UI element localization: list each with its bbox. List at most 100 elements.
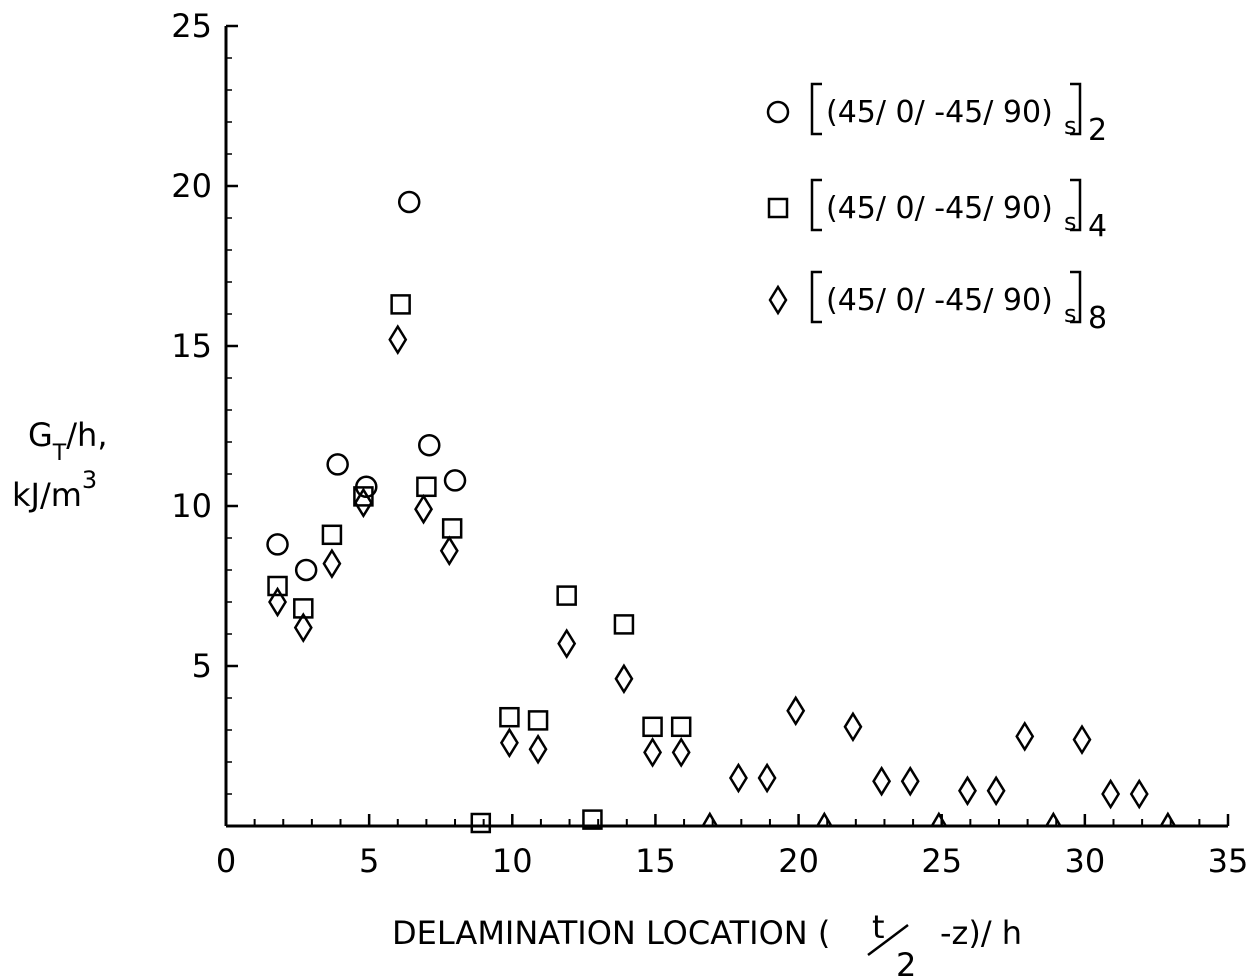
axes: [224, 26, 1228, 828]
y-ticks: 5 10 15 20 25: [171, 7, 238, 795]
y-tick-label: 15: [171, 327, 212, 365]
x-label-frac-den: 2: [896, 946, 916, 980]
data-point-diamond: [671, 737, 691, 768]
legend-marker-diamond: [768, 284, 788, 316]
legend-item: (45/ 0/ -45/ 90) s 4: [767, 178, 1107, 244]
legend-sub-n: 8: [1088, 301, 1107, 336]
data-point-diamond: [268, 586, 287, 618]
data-point-diamond: [414, 493, 434, 525]
data-point-diamond: [872, 765, 892, 797]
data-point-diamond: [557, 628, 577, 659]
data-point-square: [499, 706, 520, 728]
x-ticks: 0 5 10 15 20 25 30 35: [216, 814, 1248, 880]
data-point-square: [353, 486, 374, 507]
data-point-diamond: [528, 733, 548, 765]
data-point-square: [390, 294, 411, 315]
data-point-diamond: [1072, 724, 1092, 755]
legend-item: (45/ 0/ -45/ 90) s 2: [766, 82, 1107, 148]
series-1: [266, 190, 467, 582]
data-point-diamond: [1015, 721, 1035, 752]
data-point-diamond: [728, 762, 748, 794]
data-point-diamond: [1158, 811, 1178, 828]
x-tick-label: 10: [492, 842, 533, 880]
legend: (45/ 0/ -45/ 90) s 2(45/ 0/ -45/ 90) s 4(45/…: [766, 82, 1107, 336]
legend-bracket-left: [810, 178, 822, 232]
data-point-square: [642, 716, 663, 738]
data-point-circle: [397, 190, 421, 214]
y-label-rest: /h,: [66, 416, 107, 454]
data-point-diamond: [388, 324, 408, 355]
data-point-diamond: [1101, 778, 1121, 810]
data-point-circle: [266, 533, 289, 556]
x-label-rest: -z)/ h: [940, 914, 1022, 952]
data-point-diamond: [322, 548, 342, 579]
legend-bracket-right: [1070, 178, 1082, 232]
data-point-square: [670, 716, 692, 738]
data-point-diamond: [614, 663, 634, 695]
data-point-diamond: [293, 612, 313, 643]
data-point-diamond: [700, 811, 719, 828]
series-3: [268, 324, 1178, 828]
svg-text:GT/h,: GT/h,: [28, 416, 107, 466]
legend-marker-circle: [766, 100, 790, 124]
data-point-square: [416, 476, 437, 498]
legend-marker-square: [767, 197, 789, 219]
data-point-circle: [326, 453, 349, 476]
data-point-square: [582, 809, 603, 830]
data-point-diamond: [900, 765, 920, 797]
data-point-square: [556, 585, 577, 606]
legend-label: (45/ 0/ -45/ 90): [826, 283, 1053, 318]
data-point-diamond: [958, 775, 977, 807]
data-point-square: [321, 524, 343, 546]
x-tick-label: 0: [216, 842, 236, 880]
y-tick-label: 25: [171, 7, 212, 45]
legend-sub-s: s: [1064, 112, 1077, 140]
x-tick-label: 30: [1064, 842, 1105, 880]
legend-bracket-left: [810, 270, 822, 324]
data-point-diamond: [929, 811, 949, 828]
data-point-circle: [443, 469, 467, 492]
y-tick-label: 5: [192, 647, 212, 685]
legend-sub-n: 2: [1088, 113, 1107, 148]
series-2: [267, 294, 692, 834]
x-label-frac-bar: [867, 924, 909, 956]
data-points: [266, 190, 1178, 834]
x-axis-label: DELAMINATION LOCATION ( t 2 -z)/ h: [392, 908, 1022, 980]
legend-sub-s: s: [1064, 208, 1077, 236]
y-axis-label: GT/h, kJ/m3: [12, 416, 107, 514]
legend-sub-n: 4: [1088, 209, 1107, 244]
data-point-diamond: [643, 737, 663, 768]
y-tick-label: 20: [171, 167, 212, 205]
y-tick-label: 10: [171, 487, 212, 525]
legend-bracket-right: [1070, 270, 1082, 324]
legend-sub-s: s: [1064, 300, 1077, 328]
data-point-diamond: [499, 727, 519, 759]
x-tick-label: 25: [921, 842, 962, 880]
legend-bracket-left: [810, 82, 822, 136]
x-label-frac-num: t: [872, 908, 885, 946]
data-point-square: [470, 812, 492, 834]
y-label-base: G: [28, 416, 53, 454]
y-label-unit: kJ/m: [12, 476, 82, 514]
legend-label: (45/ 0/ -45/ 90): [826, 95, 1053, 130]
data-point-diamond: [815, 811, 834, 828]
legend-bracket-right: [1070, 82, 1082, 136]
x-tick-label: 20: [778, 842, 819, 880]
data-point-diamond: [786, 695, 806, 727]
x-tick-label: 15: [635, 842, 676, 880]
data-point-diamond: [439, 535, 459, 567]
data-point-square: [527, 710, 549, 731]
svg-text:kJ/m3: kJ/m3: [12, 466, 97, 514]
data-point-diamond: [757, 762, 777, 794]
data-point-diamond: [986, 775, 1006, 807]
data-point-square: [613, 614, 635, 635]
data-point-diamond: [1044, 811, 1063, 828]
data-point-diamond: [353, 487, 373, 519]
x-tick-label: 5: [359, 842, 379, 880]
data-point-circle: [418, 433, 441, 457]
legend-item: (45/ 0/ -45/ 90) s 8: [768, 270, 1107, 336]
x-label-main: DELAMINATION LOCATION (: [392, 914, 830, 952]
y-label-superscript: 3: [82, 466, 97, 494]
data-point-square: [267, 575, 288, 597]
